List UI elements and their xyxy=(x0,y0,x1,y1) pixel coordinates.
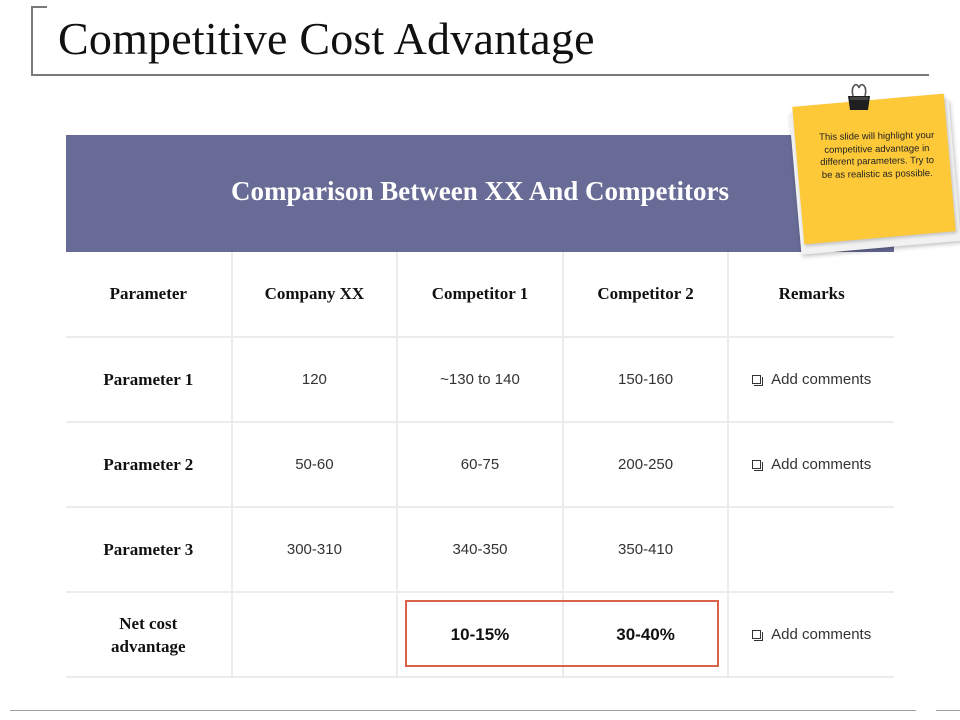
header-competitor-2: Competitor 2 xyxy=(561,252,730,338)
header-competitor-1: Competitor 1 xyxy=(396,252,564,338)
title-frame xyxy=(31,6,929,76)
table-row: Parameter 1 120 ~130 to 140 150-160 Add … xyxy=(66,336,894,423)
cell-remarks xyxy=(727,506,894,593)
remark-item[interactable]: Add comments xyxy=(752,456,871,473)
net-cost-label-line1: Net cost xyxy=(119,613,178,633)
table-row: Parameter 2 50-60 60-75 200-250 Add comm… xyxy=(66,421,894,508)
cell-company-xx xyxy=(230,591,399,678)
cell-company-xx: 300-310 xyxy=(230,506,399,593)
comparison-banner xyxy=(66,135,894,252)
net-competitor-1: 10-15% xyxy=(396,591,564,678)
checkbox-icon xyxy=(752,460,764,471)
net-advantage-highlight xyxy=(405,600,719,667)
net-competitor-2: 30-40% xyxy=(561,591,730,678)
cell-competitor-1: 60-75 xyxy=(396,421,564,508)
cell-remarks: Add comments xyxy=(727,591,894,678)
remark-text: Add comments xyxy=(771,626,872,643)
remark-text: Add comments xyxy=(771,456,872,473)
checkbox-icon xyxy=(752,630,764,641)
footer-divider-end xyxy=(936,710,960,711)
comparison-table: Parameter Company XX Competitor 1 Compet… xyxy=(66,252,894,678)
cell-remarks: Add comments xyxy=(727,421,894,508)
binder-clip-icon xyxy=(848,84,870,110)
remark-item[interactable]: Add comments xyxy=(752,626,871,643)
checkbox-icon xyxy=(752,375,764,386)
cell-competitor-2: 200-250 xyxy=(561,421,730,508)
net-cost-row: Net cost advantage 10-15% 30-40% Add com… xyxy=(66,591,894,678)
header-company-xx: Company XX xyxy=(230,252,399,338)
cell-competitor-1: ~130 to 140 xyxy=(396,336,564,423)
net-cost-label-line2: advantage xyxy=(110,636,186,656)
row-parameter-label: Parameter 2 xyxy=(66,421,233,508)
cell-competitor-2: 150-160 xyxy=(561,336,730,423)
row-parameter-label: Parameter 1 xyxy=(66,336,233,423)
cell-remarks: Add comments xyxy=(727,336,894,423)
title-frame-tick xyxy=(31,6,47,8)
cell-competitor-2: 350-410 xyxy=(561,506,730,593)
table-row: Parameter 3 300-310 340-350 350-410 xyxy=(66,506,894,593)
footer-divider xyxy=(10,710,916,711)
net-cost-label: Net cost advantage xyxy=(66,591,233,678)
cell-company-xx: 50-60 xyxy=(230,421,399,508)
table-header-row: Parameter Company XX Competitor 1 Compet… xyxy=(66,252,894,338)
remark-item[interactable]: Add comments xyxy=(752,371,871,388)
banner-title: Comparison Between XX And Competitors xyxy=(231,176,729,206)
row-parameter-label: Parameter 3 xyxy=(66,506,233,593)
cell-competitor-1: 340-350 xyxy=(396,506,564,593)
remark-text: Add comments xyxy=(771,371,872,388)
header-remarks: Remarks xyxy=(727,252,894,338)
cell-company-xx: 120 xyxy=(230,336,399,423)
sticky-note-text: This slide will highlight your competiti… xyxy=(819,129,935,181)
header-parameter: Parameter xyxy=(66,252,233,338)
page-title: Competitive Cost Advantage xyxy=(58,13,595,64)
